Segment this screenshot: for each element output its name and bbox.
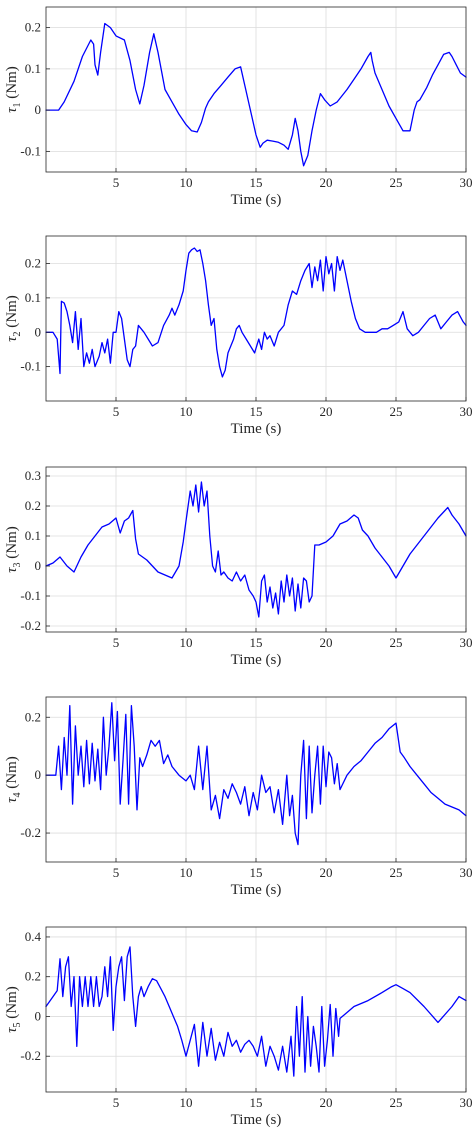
series-line-tau3 [45, 481, 467, 618]
y-tick-label: 0 [35, 324, 42, 339]
y-axis-label: τ4 (Nm) [4, 756, 23, 803]
series-line-tau4 [45, 702, 467, 846]
y-axis-label-unit: (Nm) [4, 526, 20, 562]
subplot-3: 5 10 15 20 25 30 -0.2 -0.1 0 0.1 0.2 0.3 Time (s) τ3 … [4, 466, 473, 668]
subplot-4: 5 10 15 20 25 30 -0.2 0 0.2 Time (s) τ4 (Nm) [4, 696, 473, 898]
x-tick-label: 30 [460, 635, 473, 650]
x-tick-label: 30 [460, 404, 473, 419]
y-axis-label-unit: (Nm) [4, 986, 20, 1022]
x-axis-label: Time (s) [231, 652, 282, 668]
y-tick-label: -0.1 [20, 143, 41, 158]
y-tick-label: 0.2 [25, 969, 41, 984]
x-tick-label: 10 [180, 635, 193, 650]
series-line-tau5 [45, 946, 467, 1077]
x-tick-label: 20 [320, 1095, 333, 1110]
x-tick-label: 25 [390, 1095, 403, 1110]
y-axis-label-symbol: τ [4, 797, 20, 803]
y-tick-label: 0.1 [25, 290, 41, 305]
x-tick-label: 15 [250, 175, 263, 190]
y-tick-label: -0.1 [20, 359, 41, 374]
x-axis-label: Time (s) [231, 1112, 282, 1128]
x-tick-label: 15 [250, 635, 263, 650]
y-axis-label: τ2 (Nm) [4, 295, 23, 342]
x-tick-label: 5 [113, 404, 120, 419]
y-axis-label: τ1 (Nm) [4, 66, 23, 113]
x-tick-label: 10 [180, 404, 193, 419]
y-tick-label: 0.2 [25, 709, 41, 724]
x-axis-label: Time (s) [231, 421, 282, 437]
y-axis-label-subscript: 4 [12, 792, 23, 797]
y-axis-label-subscript: 1 [12, 102, 23, 107]
x-tick-label: 5 [113, 635, 120, 650]
x-tick-label: 20 [320, 404, 333, 419]
x-tick-label: 20 [320, 175, 333, 190]
subplot-1: 5 10 15 20 25 30 -0.1 0 0.1 0.2 Time (s) τ1 (Nm) [4, 6, 473, 208]
y-axis-label-symbol: τ [4, 336, 20, 342]
y-axis-label-symbol: τ [4, 1027, 20, 1033]
x-tick-label: 15 [250, 865, 263, 880]
series-line-tau1 [45, 22, 467, 167]
y-tick-label: 0.2 [25, 256, 41, 271]
y-axis-label-unit: (Nm) [4, 756, 20, 792]
y-tick-label: -0.2 [20, 825, 41, 840]
y-tick-label: -0.2 [20, 618, 41, 633]
x-axis-label: Time (s) [231, 882, 282, 898]
x-tick-label: 25 [390, 865, 403, 880]
x-tick-label: 10 [180, 175, 193, 190]
x-tick-label: 20 [320, 865, 333, 880]
x-tick-label: 5 [113, 865, 120, 880]
subplot-2: 5 10 15 20 25 30 -0.1 0 0.1 0.2 Time (s) τ2 (Nm) [4, 235, 473, 437]
x-tick-label: 30 [460, 1095, 473, 1110]
series-line-tau2 [45, 247, 467, 378]
x-tick-label: 15 [250, 1095, 263, 1110]
y-axis-label-subscript: 5 [12, 1022, 23, 1027]
y-tick-label: 0 [35, 1008, 42, 1023]
x-tick-label: 30 [460, 865, 473, 880]
y-tick-label: 0 [35, 102, 42, 117]
y-tick-label: 0.4 [25, 929, 42, 944]
x-tick-label: 15 [250, 404, 263, 419]
y-axis-label-symbol: τ [4, 107, 20, 113]
x-tick-label: 10 [180, 865, 193, 880]
y-tick-label: 0.3 [25, 468, 41, 483]
y-axis-label-subscript: 3 [12, 562, 23, 567]
y-tick-label: 0 [35, 767, 42, 782]
y-tick-label: 0.2 [25, 20, 41, 35]
y-axis-label-symbol: τ [4, 567, 20, 573]
y-tick-label: -0.1 [20, 588, 41, 603]
y-axis-label-unit: (Nm) [4, 66, 20, 102]
y-tick-label: 0.1 [25, 528, 41, 543]
x-tick-label: 30 [460, 175, 473, 190]
y-axis-label: τ5 (Nm) [4, 986, 23, 1033]
x-axis-label: Time (s) [231, 192, 282, 208]
x-tick-label: 5 [113, 1095, 120, 1110]
x-tick-label: 5 [113, 175, 120, 190]
x-tick-label: 25 [390, 404, 403, 419]
y-axis-label-subscript: 2 [12, 331, 23, 336]
y-tick-label: 0 [35, 558, 42, 573]
y-tick-label: -0.2 [20, 1048, 41, 1063]
y-axis-label-unit: (Nm) [4, 295, 20, 331]
y-tick-label: 0.2 [25, 498, 41, 513]
x-tick-label: 20 [320, 635, 333, 650]
x-tick-label: 25 [390, 635, 403, 650]
x-tick-label: 25 [390, 175, 403, 190]
y-tick-label: 0.1 [25, 61, 41, 76]
y-axis-label: τ3 (Nm) [4, 526, 23, 573]
x-tick-label: 10 [180, 1095, 193, 1110]
